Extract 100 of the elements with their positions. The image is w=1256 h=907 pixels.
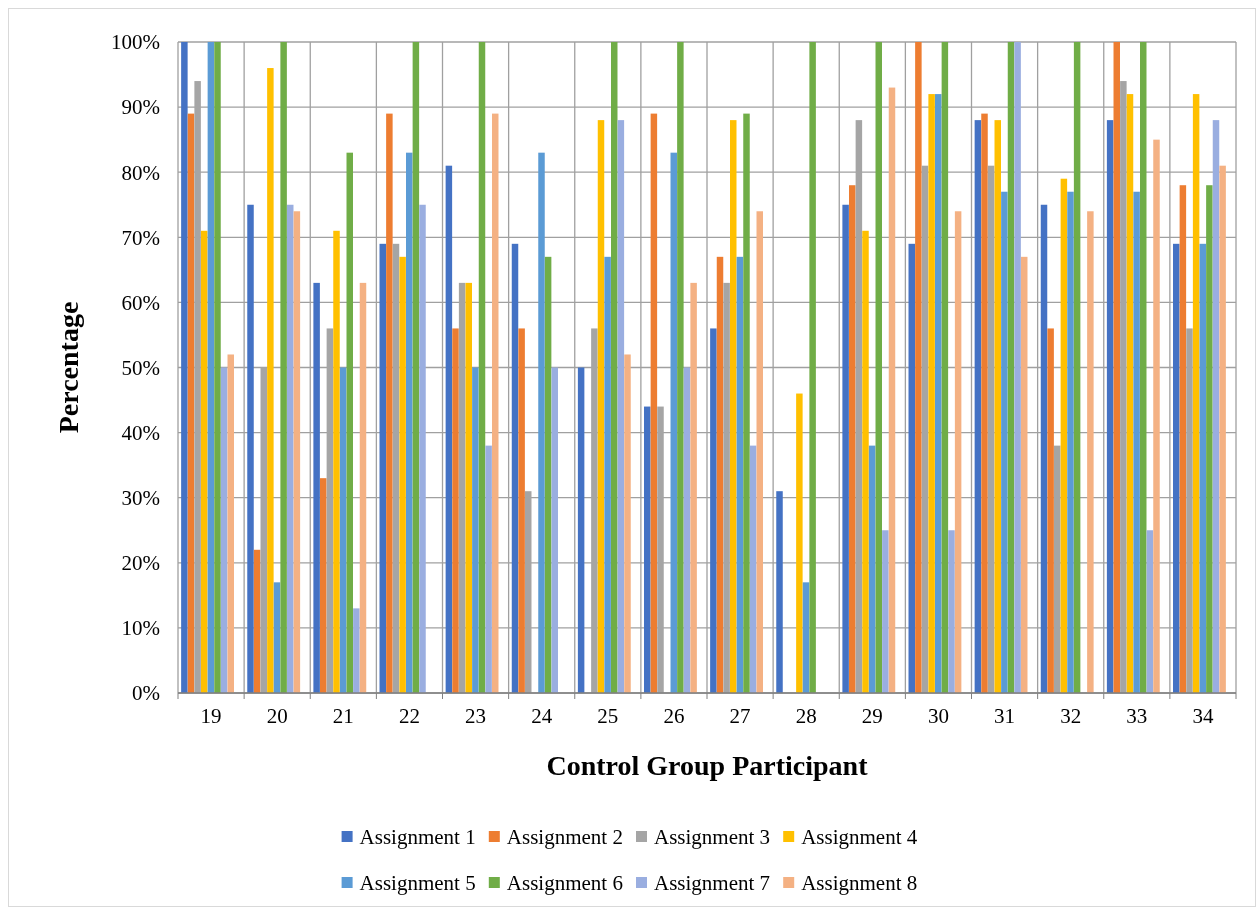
x-tick-label: 20 bbox=[266, 704, 288, 728]
bar bbox=[915, 42, 922, 693]
bar bbox=[399, 256, 406, 693]
y-tick-label: 60% bbox=[121, 290, 160, 315]
bar bbox=[1186, 328, 1193, 693]
y-tick-label: 80% bbox=[121, 160, 160, 185]
bar bbox=[492, 113, 499, 693]
bar bbox=[1126, 94, 1134, 693]
x-tick-label: 22 bbox=[398, 704, 420, 728]
bar bbox=[597, 120, 605, 693]
bar bbox=[1199, 243, 1206, 693]
y-tick-label: 0% bbox=[132, 681, 160, 706]
bar bbox=[677, 42, 684, 693]
bar bbox=[908, 243, 915, 693]
bar bbox=[181, 42, 188, 693]
bar bbox=[954, 211, 962, 693]
y-tick-label: 50% bbox=[121, 355, 160, 380]
bar bbox=[1212, 120, 1220, 693]
bar bbox=[339, 367, 347, 693]
bar bbox=[862, 230, 869, 693]
bar bbox=[716, 256, 724, 693]
bar bbox=[346, 152, 353, 693]
x-tick-label: 25 bbox=[597, 704, 619, 728]
legend-label: Assignment 1 bbox=[359, 825, 476, 850]
bar bbox=[756, 211, 763, 693]
bar bbox=[1060, 178, 1068, 693]
bar bbox=[1073, 42, 1081, 693]
bar bbox=[809, 42, 816, 693]
bar bbox=[875, 42, 882, 693]
bar bbox=[749, 445, 757, 693]
bar bbox=[386, 113, 393, 693]
y-tick-label: 20% bbox=[121, 551, 160, 576]
bar bbox=[710, 328, 717, 693]
bar bbox=[406, 152, 413, 693]
bar bbox=[518, 328, 525, 693]
bar bbox=[1014, 42, 1021, 693]
bar bbox=[670, 152, 677, 693]
bar bbox=[201, 230, 208, 693]
x-tick-label: 30 bbox=[927, 704, 949, 728]
bar bbox=[928, 94, 935, 693]
bar bbox=[419, 204, 426, 693]
bar bbox=[1047, 328, 1054, 693]
bar bbox=[313, 282, 320, 693]
bar bbox=[320, 478, 327, 693]
bar bbox=[617, 120, 625, 693]
legend-label: Assignment 8 bbox=[801, 871, 918, 896]
x-tick-label: 19 bbox=[200, 704, 222, 728]
bar bbox=[650, 113, 658, 693]
bar bbox=[478, 42, 486, 693]
y-tick-label: 30% bbox=[121, 486, 160, 511]
bar bbox=[644, 406, 651, 693]
bar bbox=[293, 211, 301, 693]
bar bbox=[1001, 191, 1008, 693]
bar bbox=[359, 282, 367, 693]
bar bbox=[1106, 120, 1114, 693]
bar bbox=[465, 282, 472, 693]
bar bbox=[974, 120, 982, 693]
bar bbox=[1021, 256, 1028, 693]
x-tick-label: 24 bbox=[531, 704, 553, 728]
bar bbox=[888, 87, 896, 693]
bar bbox=[333, 230, 340, 693]
bar bbox=[392, 243, 400, 693]
bar bbox=[253, 549, 261, 693]
bar bbox=[776, 491, 783, 693]
bar bbox=[220, 367, 228, 693]
legend-label: Assignment 3 bbox=[654, 825, 771, 850]
bar bbox=[551, 367, 558, 693]
bar bbox=[730, 120, 737, 693]
bar bbox=[247, 204, 254, 693]
bar bbox=[624, 354, 631, 693]
bar bbox=[287, 204, 294, 693]
y-tick-label: 40% bbox=[121, 420, 160, 445]
legend-label: Assignment 2 bbox=[506, 825, 623, 850]
bar bbox=[511, 243, 519, 693]
bar bbox=[538, 152, 545, 693]
legend-label: Assignment 4 bbox=[801, 825, 918, 850]
bar bbox=[214, 42, 221, 693]
bar bbox=[941, 42, 949, 693]
bar bbox=[227, 354, 234, 693]
y-tick-label: 100% bbox=[111, 30, 160, 55]
y-axis-title: Percentage bbox=[53, 301, 84, 434]
bar bbox=[1040, 204, 1048, 693]
bar bbox=[445, 165, 453, 693]
x-tick-label: 31 bbox=[994, 704, 1016, 728]
bar bbox=[273, 582, 281, 693]
x-axis-title: Control Group Participant bbox=[546, 750, 869, 781]
bar bbox=[267, 68, 274, 693]
bar bbox=[802, 582, 810, 693]
bar bbox=[412, 42, 420, 693]
bar bbox=[280, 42, 287, 693]
bar bbox=[935, 94, 942, 693]
x-tick-label: 26 bbox=[663, 704, 685, 728]
bar bbox=[1113, 42, 1120, 693]
bar bbox=[882, 530, 889, 693]
bar bbox=[353, 608, 360, 693]
bar bbox=[994, 120, 1001, 693]
y-tick-label: 10% bbox=[121, 616, 160, 641]
x-tick-label: 32 bbox=[1060, 704, 1082, 728]
bar bbox=[577, 367, 585, 693]
y-tick-label: 70% bbox=[121, 225, 160, 250]
